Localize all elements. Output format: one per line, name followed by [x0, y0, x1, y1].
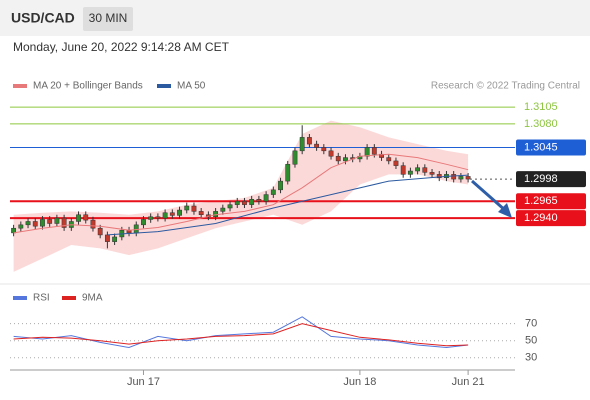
- candle-body: [76, 214, 81, 222]
- candle-body: [220, 207, 226, 212]
- candle-body: [436, 174, 442, 178]
- x-tick-label: Jun 18: [343, 376, 376, 388]
- candle-body: [90, 219, 96, 229]
- candle-body: [314, 143, 320, 148]
- candle-body: [141, 219, 146, 226]
- y-tick-label: 50: [525, 335, 537, 347]
- candle-body: [415, 167, 421, 172]
- level-label: 1.3105: [524, 101, 558, 113]
- candle-body: [249, 199, 255, 205]
- candle-body: [32, 221, 38, 227]
- candle-body: [451, 174, 457, 180]
- x-tick-label: Jun 21: [452, 376, 485, 388]
- candle-body: [198, 211, 204, 215]
- timeframe-badge[interactable]: [83, 7, 133, 31]
- level-label: 1.3080: [524, 118, 558, 130]
- level-label-box: [516, 193, 586, 210]
- candle-body: [400, 165, 406, 175]
- level-label-box: [516, 210, 586, 227]
- ma-line: [13, 153, 469, 234]
- candle-body: [242, 201, 247, 205]
- candle-body: [321, 147, 327, 152]
- x-tick-label: Jun 17: [127, 376, 160, 388]
- candle-body: [227, 204, 233, 209]
- candle-body: [364, 147, 370, 157]
- candle-body: [25, 221, 31, 226]
- timestamp: Monday, June 20, 2022 9:14:28 AM CET: [13, 40, 230, 54]
- candle-body: [61, 217, 67, 228]
- candle-body: [263, 194, 269, 202]
- candle-body: [47, 219, 53, 224]
- candle-body: [328, 150, 334, 157]
- y-tick-label: 70: [525, 318, 537, 330]
- level-label: 1.3045: [524, 141, 558, 153]
- source: Research © 2022 Trading Central: [431, 81, 580, 92]
- legend-label: MA 50: [177, 81, 206, 92]
- candle-body: [343, 157, 348, 162]
- rsi-line: [13, 316, 469, 349]
- candle-body: [270, 189, 276, 195]
- candle-body: [278, 180, 283, 191]
- candle-body: [18, 224, 24, 229]
- candle-body: [292, 150, 298, 165]
- ma-line: [107, 174, 469, 236]
- candle-body: [169, 212, 175, 216]
- legend-swatch: [62, 296, 76, 300]
- y-tick-label: 30: [525, 352, 537, 364]
- candle-body: [191, 205, 197, 212]
- timeframe[interactable]: 30 MIN: [89, 11, 128, 25]
- legend-label: MA 20 + Bollinger Bands: [33, 81, 143, 92]
- candle-body: [97, 227, 103, 236]
- legend-label: RSI: [33, 293, 50, 304]
- candle-body: [256, 199, 262, 202]
- candle-body: [234, 201, 240, 205]
- candle-body: [40, 219, 45, 227]
- candle-body: [335, 155, 341, 162]
- candle-body: [429, 172, 435, 175]
- level-label-box: [516, 171, 586, 188]
- symbol: USD/CAD: [11, 10, 75, 26]
- candle-body: [155, 216, 161, 219]
- candle-body: [422, 167, 428, 173]
- candle-body: [133, 224, 139, 234]
- candle-body: [393, 160, 399, 166]
- candle-body: [148, 216, 154, 220]
- candle-body: [104, 234, 110, 242]
- candle-body: [184, 205, 190, 211]
- level-label: 1.2940: [524, 212, 558, 224]
- candle-body: [386, 157, 392, 162]
- legend-swatch: [13, 84, 27, 88]
- candle-body: [407, 170, 413, 175]
- candle-body: [54, 217, 60, 224]
- forecast-arrow: [471, 179, 507, 213]
- rsi-line: [13, 323, 469, 347]
- legend-label: 9MA: [82, 293, 103, 304]
- legend-swatch: [157, 84, 171, 88]
- legend-swatch: [13, 296, 27, 300]
- candle-body: [306, 137, 312, 145]
- candle-body: [112, 236, 118, 242]
- candle-body: [379, 153, 384, 158]
- candle-body: [458, 176, 464, 180]
- level-label: 1.2998: [524, 173, 558, 185]
- candle-body: [83, 214, 89, 221]
- bollinger-band: [13, 120, 469, 272]
- candle-body: [465, 176, 471, 180]
- candle-body: [177, 209, 182, 216]
- candle-body: [371, 147, 377, 155]
- level-label-box: [516, 139, 586, 156]
- candle-body: [162, 212, 168, 219]
- forecast-arrowhead: [498, 203, 512, 218]
- candle-body: [299, 137, 305, 152]
- level-label: 1.2965: [524, 195, 558, 207]
- candle-body: [285, 164, 291, 182]
